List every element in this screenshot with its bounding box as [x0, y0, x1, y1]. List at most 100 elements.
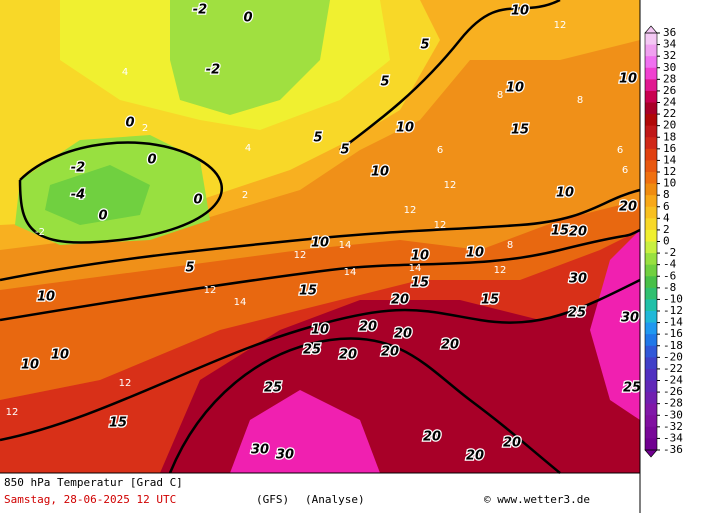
contour-label: 10: [311, 323, 329, 338]
colorbar-tick-label: -6: [663, 269, 676, 282]
isoline-label: 14: [234, 297, 247, 308]
contour-label: 15: [551, 224, 569, 239]
colorbar-tick-label: 16: [663, 142, 676, 155]
contour-label: -2: [193, 3, 207, 18]
colorbar-tick-label: 6: [663, 200, 670, 213]
colorbar-swatch: [645, 67, 657, 80]
contour-label: 0: [98, 209, 107, 224]
colorbar-swatch: [645, 392, 657, 405]
contour-label: 10: [371, 165, 389, 180]
colorbar-swatch: [645, 56, 657, 69]
isoline-label: 12: [404, 205, 417, 216]
contour-label: 20: [359, 320, 377, 335]
contour-label: 5: [313, 131, 322, 146]
contour-label: 25: [568, 306, 586, 321]
isoline-label: 4: [245, 143, 251, 154]
contour-label: 20: [423, 430, 441, 445]
contour-label: 0: [147, 153, 156, 168]
contour-label: -4: [71, 188, 85, 203]
colorbar-swatch: [645, 380, 657, 393]
colorbar-swatch: [645, 287, 657, 300]
colorbar-tick-label: 22: [663, 107, 676, 120]
contour-label: -2: [71, 161, 85, 176]
colorbar-tick-label: 10: [663, 177, 676, 190]
isoline-label: 6: [622, 165, 628, 176]
run-label: (Analyse): [305, 493, 365, 506]
isoline-label: 12: [6, 407, 19, 418]
colorbar-tick-label: 20: [663, 119, 676, 132]
contour-label: 25: [264, 381, 282, 396]
isoline-label: 14: [344, 267, 357, 278]
colorbar-tick-label: 24: [663, 96, 677, 109]
contour-label: 30: [251, 443, 269, 458]
contour-label: 0: [125, 116, 134, 131]
contour-label: 20: [381, 345, 399, 360]
contour-label: 5: [340, 143, 349, 158]
colorbar-swatch: [645, 357, 657, 370]
colorbar-tick-label: -18: [663, 339, 683, 352]
colorbar-swatch: [645, 438, 657, 451]
contour-label: 20: [466, 449, 484, 464]
colorbar-swatch: [645, 253, 657, 266]
colorbar-tick-label: 32: [663, 49, 676, 62]
isoline-label: 14: [409, 263, 422, 274]
colorbar-tick-label: 8: [663, 188, 670, 201]
isoline-label: 12: [444, 180, 457, 191]
colorbar-swatch: [645, 229, 657, 242]
colorbar-swatch: [645, 426, 657, 439]
isoline-label: 12: [119, 378, 132, 389]
colorbar-tick-label: -22: [663, 362, 683, 375]
colorbar-swatch: [645, 183, 657, 196]
isoline-label: 12: [204, 285, 217, 296]
credit-label: © www.wetter3.de: [484, 493, 590, 506]
contour-label: 10: [411, 249, 429, 264]
zone-cold-north: [170, 0, 330, 115]
contour-label: 15: [411, 276, 429, 291]
contour-label: 15: [299, 284, 317, 299]
contour-label: 10: [396, 121, 414, 136]
colorbar-swatch: [645, 44, 657, 57]
colorbar-swatch: [645, 137, 657, 150]
contour-label: 5: [420, 38, 429, 53]
contour-label: 15: [511, 123, 529, 138]
colorbar-tick-label: 4: [663, 211, 670, 224]
isoline-label: 8: [507, 240, 513, 251]
colorbar-swatch: [645, 160, 657, 173]
contour-label: 20: [339, 348, 357, 363]
colorbar-tick-label: -28: [663, 397, 683, 410]
map-title: 850 hPa Temperatur [Grad C]: [4, 476, 183, 489]
isoline-label: -2: [35, 227, 45, 238]
isotherms: [0, 0, 641, 474]
date-label: Samstag, 28-06-2025 12 UTC: [4, 493, 176, 506]
colorbar-swatch: [645, 90, 657, 103]
colorbar-tick-label: -20: [663, 350, 683, 363]
colorbar-swatch: [645, 79, 657, 92]
colorbar-tick-label: -10: [663, 292, 683, 305]
colorbar-tick-label: 18: [663, 130, 676, 143]
colorbar-tick-label: -14: [663, 316, 683, 329]
colorbar-cap: [644, 449, 658, 458]
contour-label: 10: [21, 358, 39, 373]
contour-label: 10: [506, 81, 524, 96]
colorbar-tick-label: 12: [663, 165, 676, 178]
isotherm: [339, 0, 561, 151]
contour-label: 30: [276, 448, 294, 463]
contour-label: 10: [511, 4, 529, 19]
colorbar-swatch: [645, 415, 657, 428]
colorbar-tick-label: 30: [663, 61, 676, 74]
colorbar-swatch: [645, 299, 657, 312]
colorbar-tick-label: -34: [663, 431, 683, 444]
contour-label: 20: [503, 436, 521, 451]
colorbar-tick-label: -30: [663, 408, 683, 421]
colorbar-tick-label: 36: [663, 26, 676, 39]
colorbar-swatch: [645, 195, 657, 208]
isoline-label: 4: [122, 67, 128, 78]
isoline-label: 8: [577, 95, 583, 106]
colorbar-swatch: [645, 334, 657, 347]
contour-label: 30: [569, 272, 587, 287]
isotherm: [0, 278, 641, 442]
colorbar-tick-label: 34: [663, 38, 677, 51]
contour-label: 30: [621, 311, 639, 326]
